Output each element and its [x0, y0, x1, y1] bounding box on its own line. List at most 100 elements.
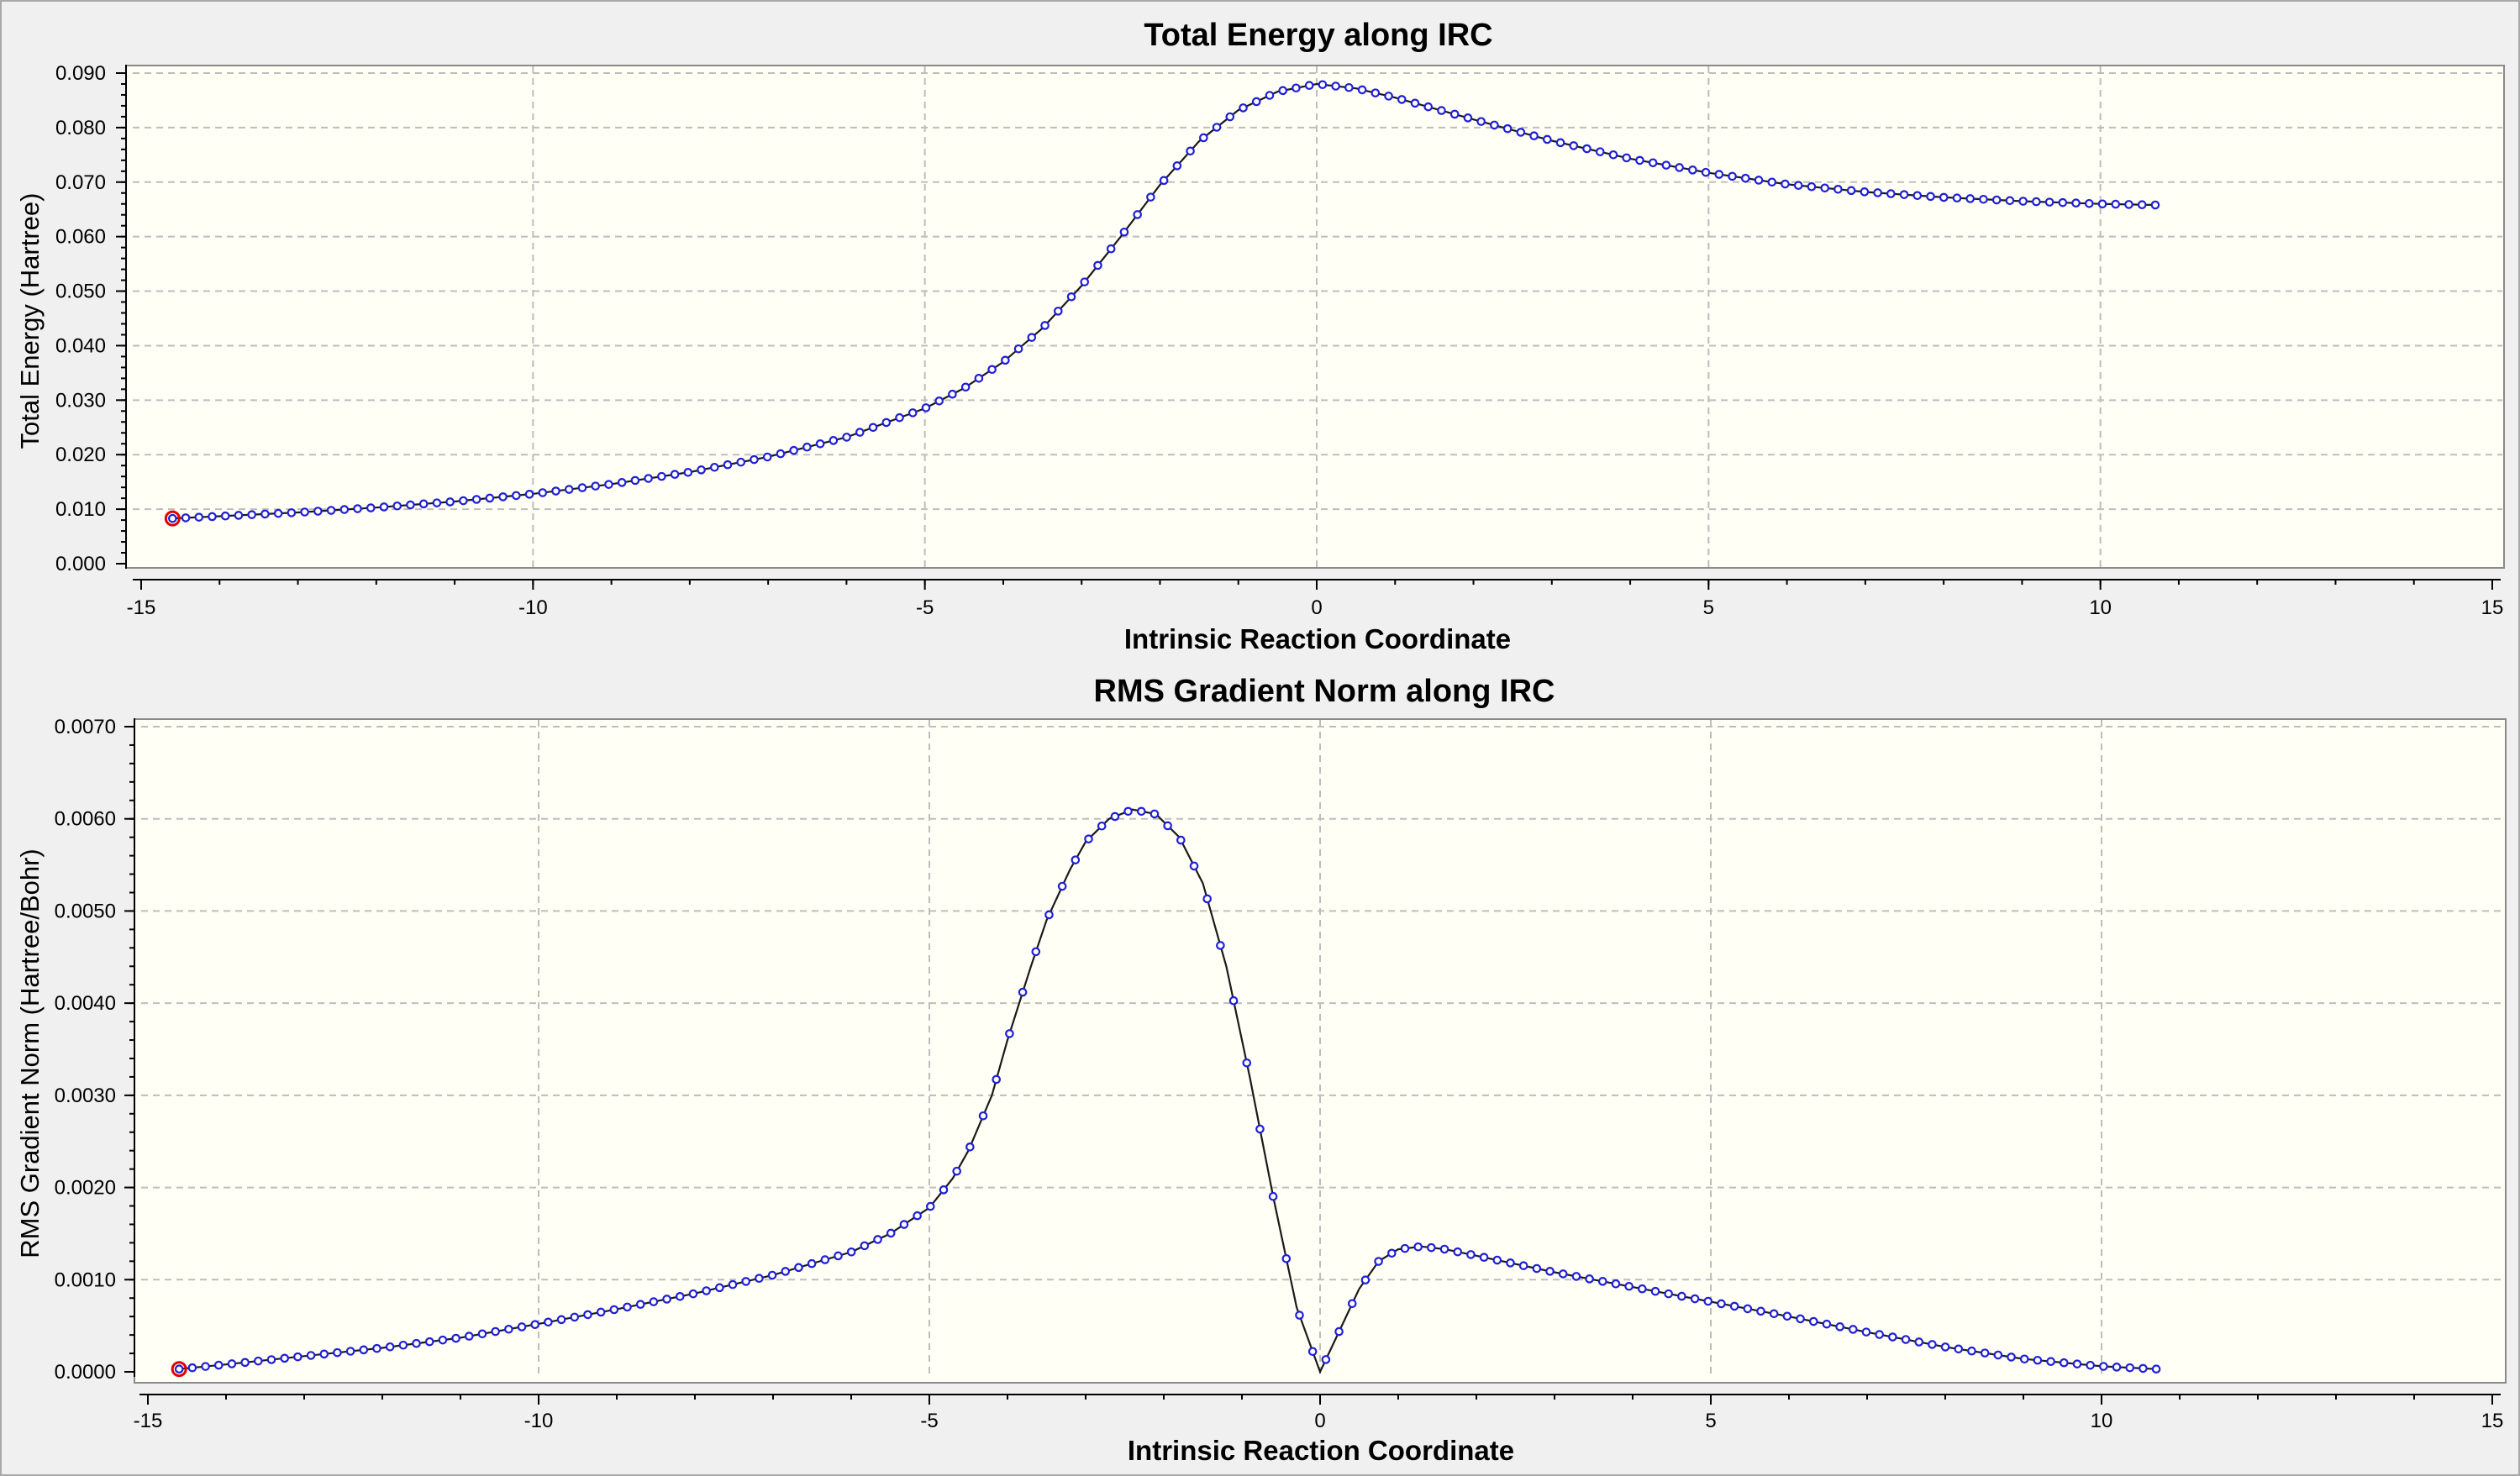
energy-data-point — [1093, 260, 1102, 271]
energy-data-point — [881, 418, 892, 428]
gradient-y-tick-label: 0.0000 — [55, 1361, 116, 1384]
gradient-data-point — [1835, 1322, 1844, 1332]
energy-data-point — [1661, 160, 1671, 170]
gradient-data-point — [517, 1322, 527, 1332]
energy-data-point — [1846, 186, 1856, 196]
gradient-data-point — [1703, 1296, 1713, 1306]
energy-data-point — [273, 508, 283, 518]
gradient-data-point — [1071, 855, 1081, 864]
gradient-data-point — [1782, 1311, 1792, 1321]
energy-data-point — [1688, 165, 1697, 175]
energy-data-point — [1318, 80, 1328, 90]
gradient-data-point — [1928, 1340, 1937, 1349]
gradient-data-point — [1993, 1350, 2003, 1360]
gradient-data-point — [1097, 821, 1107, 831]
gradient-data-point — [1189, 861, 1199, 871]
energy-data-point — [1239, 103, 1248, 113]
gradient-data-point — [1413, 1242, 1423, 1252]
energy-data-point — [326, 506, 336, 515]
energy-data-point — [498, 492, 508, 502]
gradient-y-tick-label: 0.0050 — [55, 900, 116, 922]
gradient-data-point — [886, 1228, 896, 1238]
gradient-data-point — [1756, 1306, 1765, 1316]
gradient-data-point — [741, 1277, 750, 1286]
gradient-data-point — [755, 1274, 764, 1284]
energy-data-point — [366, 503, 376, 512]
gradient-data-point — [675, 1291, 685, 1301]
energy-data-point — [1344, 82, 1354, 92]
energy-data-point — [895, 412, 904, 423]
energy-data-point — [1502, 123, 1513, 134]
energy-data-point — [1013, 344, 1023, 354]
gradient-data-point — [1901, 1335, 1911, 1344]
energy-axes: -15 -10 -5 0 5 10 15 0.000 0.010 0.020 0.030 0.040 0… — [55, 62, 2503, 619]
energy-data-point — [948, 389, 957, 399]
gradient-data-point — [1216, 941, 1225, 950]
energy-y-tick-label: 0.090 — [55, 62, 106, 85]
energy-data-point — [524, 490, 534, 499]
gradient-data-point — [1940, 1342, 1950, 1352]
gradient-x-tick-label: -5 — [920, 1410, 938, 1432]
gradient-data-point — [1677, 1291, 1686, 1301]
energy-data-point — [1675, 163, 1684, 172]
gradient-data-point — [372, 1343, 381, 1353]
energy-data-point — [1397, 95, 1407, 104]
energy-data-point — [353, 504, 362, 513]
energy-data-point — [1357, 85, 1367, 95]
energy-data-point — [1251, 97, 1261, 107]
energy-data-point — [2124, 200, 2133, 209]
energy-data-point — [815, 439, 825, 449]
gradient-data-point — [227, 1359, 237, 1368]
energy-data-point — [1449, 109, 1460, 119]
gradient-data-point — [345, 1347, 355, 1356]
energy-data-point — [1820, 183, 1829, 193]
gradient-data-point — [702, 1286, 711, 1295]
energy-data-point — [591, 481, 600, 491]
gradient-data-point — [965, 1142, 975, 1152]
gradient-data-point — [913, 1211, 922, 1221]
gradient-data-point — [2033, 1355, 2043, 1365]
gradient-data-point — [1427, 1242, 1436, 1253]
energy-data-point — [1608, 150, 1618, 160]
gradient-data-point — [491, 1326, 500, 1337]
gradient-data-point — [254, 1356, 263, 1366]
gradient-data-point — [1796, 1314, 1805, 1324]
gradient-data-point — [1492, 1255, 1502, 1265]
energy-data-point — [1714, 170, 1724, 179]
gradient-x-tick-label: 5 — [1705, 1410, 1716, 1432]
gradient-data-point — [1769, 1309, 1779, 1319]
gradient-data-point — [1822, 1319, 1832, 1329]
energy-data-point — [1331, 81, 1340, 91]
gradient-data-point — [333, 1347, 342, 1358]
energy-data-point — [287, 508, 297, 517]
energy-data-point — [406, 500, 415, 510]
gradient-data-point — [2151, 1364, 2161, 1374]
energy-x-tick-label: 0 — [1311, 596, 1322, 619]
gradient-data-point — [1400, 1243, 1410, 1253]
gradient-data-point — [978, 1111, 988, 1121]
gradient-data-point — [240, 1358, 250, 1368]
gradient-data-point — [1967, 1346, 1976, 1356]
gradient-data-point — [1084, 834, 1093, 843]
gradient-data-point — [1307, 1347, 1318, 1357]
gradient-data-point — [266, 1355, 276, 1364]
energy-data-point — [564, 485, 574, 494]
energy-data-point — [1516, 128, 1526, 137]
energy-y-tick-label: 0.020 — [55, 444, 106, 466]
energy-data-point — [1278, 86, 1288, 96]
energy-data-point — [1622, 153, 1632, 163]
energy-data-point — [1027, 333, 1037, 342]
energy-data-point — [2111, 199, 2121, 209]
energy-x-tick-label: 10 — [2089, 596, 2112, 619]
gradient-data-point — [1585, 1274, 1594, 1284]
energy-data-point — [1133, 210, 1142, 219]
gradient-data-point — [939, 1185, 949, 1195]
gradient-data-point — [398, 1340, 408, 1350]
gradient-data-point — [412, 1338, 421, 1348]
energy-data-point — [789, 445, 798, 455]
energy-data-point — [1886, 189, 1896, 198]
energy-data-point — [1926, 192, 1935, 202]
energy-data-point — [2084, 198, 2094, 208]
energy-data-point — [1979, 194, 1988, 204]
energy-y-tick-label: 0.050 — [55, 281, 106, 303]
